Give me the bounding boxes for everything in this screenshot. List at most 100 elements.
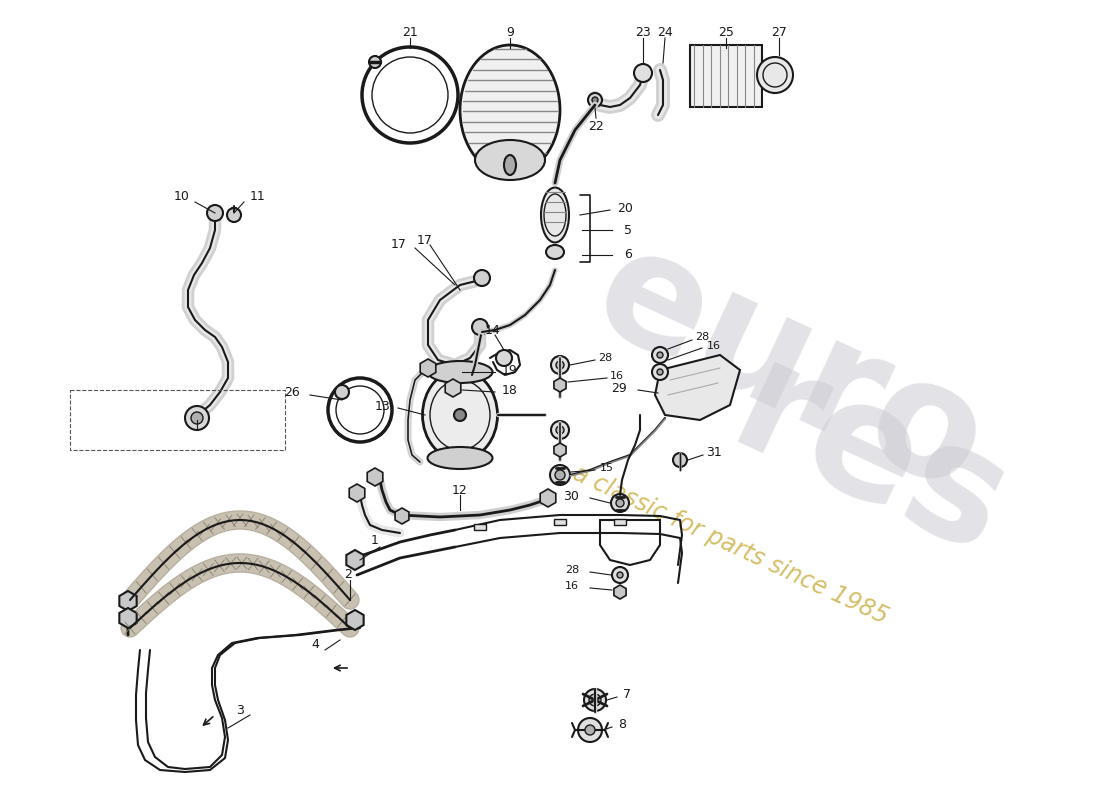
Text: 3: 3 — [236, 703, 244, 717]
Text: 20: 20 — [617, 202, 632, 214]
Text: 26: 26 — [284, 386, 300, 399]
Text: 28: 28 — [695, 332, 710, 342]
Text: 31: 31 — [706, 446, 722, 459]
Ellipse shape — [428, 361, 493, 383]
Polygon shape — [349, 484, 365, 502]
Text: 4: 4 — [311, 638, 319, 651]
Circle shape — [472, 319, 488, 335]
Polygon shape — [346, 550, 364, 570]
Ellipse shape — [541, 187, 569, 242]
Ellipse shape — [475, 140, 544, 180]
Ellipse shape — [504, 155, 516, 175]
Text: 23: 23 — [635, 26, 651, 39]
Circle shape — [496, 350, 512, 366]
Text: 15: 15 — [600, 463, 614, 473]
Text: 25: 25 — [718, 26, 734, 39]
Text: 16: 16 — [565, 581, 579, 591]
Circle shape — [227, 208, 241, 222]
Circle shape — [328, 378, 392, 442]
Circle shape — [207, 205, 223, 221]
Text: 17: 17 — [392, 238, 407, 250]
Polygon shape — [554, 443, 566, 457]
Text: 5: 5 — [624, 223, 632, 237]
Text: 6: 6 — [624, 249, 631, 262]
Text: 1: 1 — [371, 534, 378, 546]
Text: 2: 2 — [344, 567, 352, 581]
Circle shape — [657, 352, 663, 358]
Circle shape — [551, 356, 569, 374]
Text: 28: 28 — [598, 353, 612, 363]
Polygon shape — [554, 378, 566, 392]
Circle shape — [454, 409, 466, 421]
Text: 29: 29 — [612, 382, 627, 394]
Polygon shape — [395, 508, 409, 524]
Polygon shape — [446, 379, 461, 397]
Text: 21: 21 — [403, 26, 418, 39]
Text: 30: 30 — [563, 490, 579, 502]
Text: 24: 24 — [657, 26, 673, 39]
Circle shape — [652, 364, 668, 380]
Polygon shape — [346, 610, 364, 630]
Text: 12: 12 — [452, 483, 468, 497]
Text: 16: 16 — [610, 371, 624, 381]
Circle shape — [585, 725, 595, 735]
Circle shape — [652, 347, 668, 363]
Circle shape — [617, 572, 623, 578]
Text: 14: 14 — [485, 323, 501, 337]
Polygon shape — [420, 359, 436, 377]
Circle shape — [362, 47, 458, 143]
Circle shape — [474, 270, 490, 286]
Circle shape — [191, 412, 204, 424]
Ellipse shape — [546, 245, 564, 259]
Text: a classic for parts since 1985: a classic for parts since 1985 — [569, 462, 891, 629]
Text: 22: 22 — [588, 121, 604, 134]
Ellipse shape — [422, 370, 497, 460]
Circle shape — [336, 385, 349, 399]
Polygon shape — [654, 355, 740, 420]
Text: 18: 18 — [502, 383, 518, 397]
Polygon shape — [367, 468, 383, 486]
Circle shape — [446, 362, 461, 378]
Text: 9: 9 — [506, 26, 514, 39]
Bar — [614, 519, 626, 525]
Circle shape — [185, 406, 209, 430]
Text: 7: 7 — [623, 689, 631, 702]
Ellipse shape — [428, 447, 493, 469]
Text: 27: 27 — [771, 26, 786, 39]
Circle shape — [556, 426, 564, 434]
Text: 17: 17 — [417, 234, 433, 246]
Text: 11: 11 — [250, 190, 266, 203]
Circle shape — [588, 93, 602, 107]
Text: euro: euro — [571, 213, 1009, 527]
Text: 10: 10 — [174, 190, 190, 203]
Circle shape — [657, 369, 663, 375]
Polygon shape — [614, 585, 626, 599]
Circle shape — [588, 694, 601, 706]
Text: 28: 28 — [564, 565, 579, 575]
Circle shape — [592, 97, 598, 103]
Text: 8: 8 — [618, 718, 626, 731]
Bar — [474, 524, 486, 530]
Circle shape — [612, 567, 628, 583]
Bar — [690, 45, 762, 107]
Circle shape — [673, 453, 688, 467]
Text: 16: 16 — [707, 341, 721, 351]
Text: res: res — [710, 330, 1031, 590]
Circle shape — [584, 689, 606, 711]
Circle shape — [556, 361, 564, 369]
Circle shape — [578, 718, 602, 742]
Text: 13: 13 — [374, 399, 390, 413]
Polygon shape — [119, 608, 136, 628]
Polygon shape — [540, 489, 556, 507]
Circle shape — [616, 499, 624, 507]
Ellipse shape — [460, 45, 560, 175]
Bar — [554, 519, 566, 525]
Text: 19: 19 — [502, 363, 518, 377]
Circle shape — [610, 494, 629, 512]
Circle shape — [550, 465, 570, 485]
Circle shape — [634, 64, 652, 82]
Circle shape — [368, 56, 381, 68]
Polygon shape — [119, 591, 136, 611]
Circle shape — [556, 470, 565, 480]
Circle shape — [551, 421, 569, 439]
